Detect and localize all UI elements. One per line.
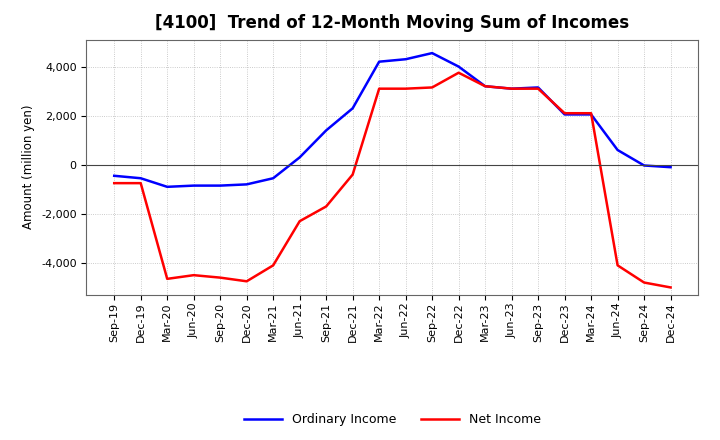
Ordinary Income bbox=[348, 106, 357, 111]
Ordinary Income bbox=[243, 182, 251, 187]
Ordinary Income bbox=[269, 176, 277, 181]
Line: Net Income: Net Income bbox=[114, 73, 670, 287]
Ordinary Income bbox=[110, 173, 119, 179]
Ordinary Income bbox=[136, 176, 145, 181]
Net Income bbox=[110, 180, 119, 186]
Net Income bbox=[560, 110, 569, 116]
Net Income bbox=[375, 86, 384, 92]
Ordinary Income bbox=[481, 84, 490, 89]
Ordinary Income bbox=[428, 51, 436, 56]
Ordinary Income bbox=[587, 112, 595, 117]
Ordinary Income bbox=[401, 57, 410, 62]
Ordinary Income bbox=[295, 155, 304, 160]
Y-axis label: Amount (million yen): Amount (million yen) bbox=[22, 105, 35, 229]
Ordinary Income bbox=[613, 147, 622, 153]
Ordinary Income bbox=[508, 86, 516, 92]
Net Income bbox=[295, 219, 304, 224]
Net Income bbox=[640, 280, 649, 285]
Net Income bbox=[534, 86, 542, 92]
Ordinary Income bbox=[189, 183, 198, 188]
Net Income bbox=[454, 70, 463, 75]
Ordinary Income bbox=[454, 64, 463, 69]
Ordinary Income bbox=[534, 85, 542, 90]
Net Income bbox=[269, 263, 277, 268]
Net Income bbox=[613, 263, 622, 268]
Ordinary Income bbox=[322, 128, 330, 133]
Ordinary Income bbox=[640, 163, 649, 168]
Net Income bbox=[401, 86, 410, 92]
Ordinary Income bbox=[560, 112, 569, 117]
Net Income bbox=[136, 180, 145, 186]
Ordinary Income bbox=[216, 183, 225, 188]
Net Income bbox=[163, 276, 171, 282]
Net Income bbox=[189, 272, 198, 278]
Net Income bbox=[666, 285, 675, 290]
Net Income bbox=[243, 279, 251, 284]
Net Income bbox=[508, 86, 516, 92]
Net Income bbox=[322, 204, 330, 209]
Title: [4100]  Trend of 12-Month Moving Sum of Incomes: [4100] Trend of 12-Month Moving Sum of I… bbox=[156, 15, 629, 33]
Ordinary Income bbox=[666, 165, 675, 170]
Ordinary Income bbox=[375, 59, 384, 64]
Net Income bbox=[348, 172, 357, 177]
Line: Ordinary Income: Ordinary Income bbox=[114, 53, 670, 187]
Net Income bbox=[481, 84, 490, 89]
Net Income bbox=[428, 85, 436, 90]
Net Income bbox=[587, 110, 595, 116]
Ordinary Income bbox=[163, 184, 171, 190]
Legend: Ordinary Income, Net Income: Ordinary Income, Net Income bbox=[239, 408, 546, 431]
Net Income bbox=[216, 275, 225, 280]
